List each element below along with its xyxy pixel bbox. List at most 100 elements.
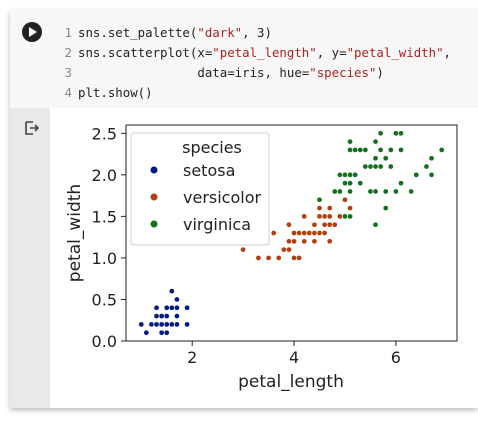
code-editor[interactable]: 1 sns.set_palette("dark", 3) 2 sns.scatterp… [60,23,451,103]
legend-label-versicolor: versicolor [183,188,261,207]
point-virginica [372,163,379,170]
point-virginica [393,188,399,195]
code-text: , [443,45,452,60]
point-virginica [357,147,364,153]
point-setosa [158,321,165,328]
point-virginica [347,147,353,153]
output-gutter [10,108,50,408]
point-versicolor [347,205,353,211]
point-versicolor [306,230,313,236]
point-setosa [174,304,180,311]
point-versicolor [316,230,323,236]
point-setosa [153,304,160,311]
legend-box [130,132,270,246]
point-versicolor [291,230,297,236]
point-virginica [342,171,348,178]
point-virginica [347,171,353,178]
point-virginica [372,188,379,195]
point-versicolor [337,213,343,220]
point-virginica [377,147,384,153]
run-cell-button[interactable] [22,22,42,42]
point-versicolor [321,213,328,220]
point-versicolor [326,238,333,245]
y-tick-label: 0.0 [92,332,117,351]
code-text: plt.show() [78,85,153,100]
legend-marker-versicolor [150,193,158,201]
point-setosa [184,321,190,328]
point-virginica [331,188,338,195]
point-setosa [168,288,175,295]
point-versicolor [321,230,328,236]
point-virginica [362,163,369,170]
y-axis: 0.0 0.5 1.0 1.5 2.0 2.5 [92,124,126,351]
point-versicolor [326,205,333,211]
x-axis-label: petal_length [238,372,344,392]
point-virginica [393,130,399,137]
point-versicolor [296,230,302,236]
point-versicolor [291,238,297,245]
x-tick-label: 6 [391,348,401,367]
point-virginica [352,147,359,153]
point-setosa [168,304,175,311]
point-setosa [168,321,175,328]
legend-marker-virginica [150,220,158,228]
code-line: 3 data=iris, hue="species") [60,63,451,83]
y-tick-label: 1.5 [92,207,117,226]
point-virginica [347,188,353,195]
point-versicolor [286,238,292,245]
legend-label-virginica: virginica [183,215,251,234]
point-versicolor [311,230,318,236]
point-versicolor [321,221,328,228]
y-axis-label: petal_width [65,184,85,282]
code-line: 1 sns.set_palette("dark", 3) [60,23,451,43]
point-versicolor [270,230,277,236]
output-redirect-icon[interactable] [24,120,40,136]
y-tick-label: 2.0 [92,166,117,185]
point-versicolor [301,230,308,236]
point-versicolor [316,213,323,220]
point-virginica [377,130,384,137]
point-versicolor [311,221,318,228]
code-string: "species" [309,65,377,80]
code-line: 2 sns.scatterplot(x="petal_length", y="pe… [60,43,451,63]
point-versicolor [281,246,287,253]
code-string: "petal_length" [212,45,317,60]
y-tick-label: 2.5 [92,124,117,143]
line-number: 4 [64,85,72,100]
legend: species setosa versicolor virginica [130,132,270,246]
x-axis: 2 4 6 [187,341,401,367]
code-text: sns.scatterplot(x= [78,45,213,60]
legend-marker-setosa [150,166,158,174]
point-virginica [347,213,353,220]
point-versicolor [286,246,292,253]
line-number: 2 [64,45,72,60]
point-versicolor [331,221,338,228]
point-versicolor [301,238,308,245]
point-versicolor [291,255,297,261]
point-virginica [382,188,389,195]
point-virginica [382,155,389,162]
point-virginica [352,171,359,178]
point-virginica [382,205,389,211]
point-virginica [347,180,353,187]
scatter-plot: 0.0 0.5 1.0 1.5 2.0 2.5 2 4 6 petal_length peta… [65,124,458,392]
point-virginica [372,155,379,162]
point-setosa [153,313,160,319]
point-virginica [428,155,435,162]
point-virginica [413,171,420,178]
point-virginica [342,180,348,187]
point-virginica [362,147,369,153]
x-tick-label: 2 [187,348,197,367]
point-versicolor [265,255,272,261]
point-virginica [316,196,323,203]
code-text: sns.set_palette( [78,25,198,40]
point-versicolor [326,213,333,220]
code-text: , 3) [242,25,272,40]
point-setosa [163,304,170,311]
legend-label-setosa: setosa [183,161,235,180]
point-virginica [387,163,394,170]
point-versicolor [286,221,292,228]
point-versicolor [275,255,282,261]
code-cell[interactable] [10,10,478,108]
point-versicolor [296,255,302,261]
